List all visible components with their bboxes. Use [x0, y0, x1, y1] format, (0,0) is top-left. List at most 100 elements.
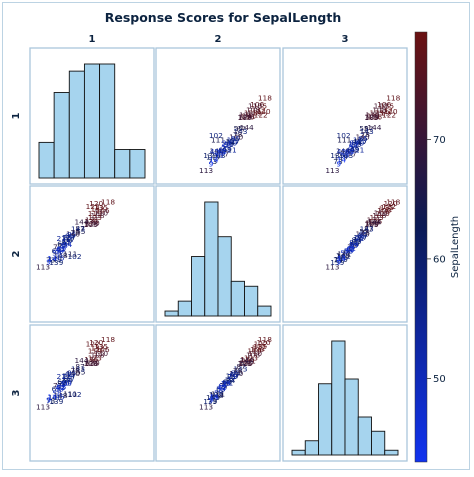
- panel-border: [155, 47, 281, 185]
- point-label: 21: [355, 234, 365, 243]
- histogram-bar: [38, 141, 55, 179]
- point-label: 111: [211, 389, 225, 398]
- point-label: 78: [70, 366, 80, 375]
- point-label: 135: [94, 342, 108, 351]
- point-label: 111: [63, 250, 77, 259]
- point-label: 19: [61, 237, 71, 246]
- point-label: 87: [236, 125, 246, 134]
- point-label: 118: [258, 335, 272, 344]
- point-label: 17: [227, 375, 237, 384]
- point-label: 122: [86, 202, 100, 211]
- row-label-2: 2: [11, 250, 22, 257]
- point-label: 126: [365, 112, 379, 121]
- point-label: 73: [208, 157, 218, 166]
- point-label: 148: [336, 251, 350, 260]
- point-label: 136: [240, 355, 254, 364]
- histogram-bar: [357, 416, 372, 456]
- histogram-bar: [344, 378, 359, 456]
- point-label: 148: [336, 146, 350, 155]
- row-labels: 1 2 3: [11, 112, 22, 396]
- point-label: 19: [352, 237, 362, 246]
- point-label: 85: [67, 230, 77, 239]
- point-label: 36: [54, 385, 64, 394]
- point-label: 103: [365, 220, 379, 229]
- point-label: 5: [348, 143, 353, 152]
- point-label: 110: [374, 208, 388, 217]
- point-label: 55: [234, 368, 244, 377]
- point-label: 77: [347, 243, 357, 252]
- point-label: 144: [367, 218, 381, 227]
- point-label: 94: [63, 378, 73, 387]
- point-label: 91: [224, 378, 234, 387]
- colorbar: 50 60 70 SepalLength: [414, 31, 461, 463]
- point-label: 25: [221, 379, 231, 388]
- point-label: 136: [368, 217, 382, 226]
- point-label: 42: [345, 245, 354, 254]
- point-label: 140: [229, 132, 243, 141]
- point-label: 77: [53, 381, 63, 390]
- point-label: 55: [234, 124, 244, 133]
- point-label: 61: [56, 382, 66, 391]
- point-label: 132: [252, 105, 266, 114]
- point-label: 9: [46, 257, 51, 266]
- point-label: 131: [367, 112, 381, 121]
- point-label: 106: [95, 345, 109, 354]
- point-label: 119: [247, 347, 261, 356]
- point-label: 45: [337, 253, 347, 262]
- point-label: 94: [63, 240, 73, 249]
- panel-r3-c3: [282, 324, 408, 462]
- point-label: 91: [349, 140, 359, 149]
- panel-border: [282, 185, 408, 323]
- histogram-bar: [304, 440, 319, 456]
- point-label: 29: [63, 372, 73, 381]
- panel-r2-c1: 1181201221351321061101191081231311361301…: [29, 185, 155, 323]
- point-label: 1: [223, 380, 228, 389]
- point-label: 122: [86, 340, 100, 349]
- point-label: 123: [369, 213, 383, 222]
- point-label: 149: [48, 393, 62, 402]
- point-label: 78: [233, 130, 243, 139]
- point-label: 19: [61, 375, 71, 384]
- panel-r2-c2: [155, 185, 281, 323]
- point-label: 65: [357, 136, 367, 145]
- histogram-bar: [99, 63, 116, 179]
- point-label: 131: [367, 215, 381, 224]
- point-label: 73: [208, 396, 218, 405]
- point-label: 78: [361, 228, 371, 237]
- colorbar-tick-label: 60: [433, 254, 446, 265]
- histogram-bar: [318, 383, 333, 456]
- point-label: 103: [84, 359, 98, 368]
- point-label: 65: [229, 370, 239, 379]
- point-label: 65: [229, 136, 239, 145]
- point-label: 131: [242, 112, 256, 121]
- point-label: 149: [206, 393, 220, 402]
- histogram-bar: [371, 430, 386, 456]
- point-label: 130: [239, 358, 253, 367]
- point-label: 42: [56, 245, 65, 254]
- point-label: 120: [256, 107, 270, 116]
- point-label: 139: [49, 397, 63, 406]
- point-label: 143: [71, 225, 85, 234]
- point-label: 120: [383, 107, 397, 116]
- point-label: 130: [239, 111, 253, 120]
- column-label-1: 1: [89, 34, 96, 45]
- point-label: 9: [209, 160, 214, 169]
- point-label: 127: [226, 137, 240, 146]
- point-label: 65: [65, 370, 75, 379]
- histogram-bar: [384, 449, 399, 456]
- point-label: 21: [227, 372, 237, 381]
- point-label: 84: [63, 236, 73, 245]
- histogram-bar: [83, 63, 101, 179]
- point-label: 126: [84, 359, 98, 368]
- point-label: 36: [54, 246, 64, 255]
- point-label: 19: [352, 140, 362, 149]
- point-label: 63: [52, 246, 62, 255]
- point-label: 45: [55, 392, 65, 401]
- point-label: 63: [344, 246, 354, 255]
- point-label: 85: [358, 230, 368, 239]
- point-label: 45: [210, 392, 220, 401]
- point-label: 61: [347, 244, 357, 253]
- point-label: 14: [337, 254, 347, 263]
- point-label: 69: [222, 145, 232, 154]
- point-label: 73: [333, 256, 343, 265]
